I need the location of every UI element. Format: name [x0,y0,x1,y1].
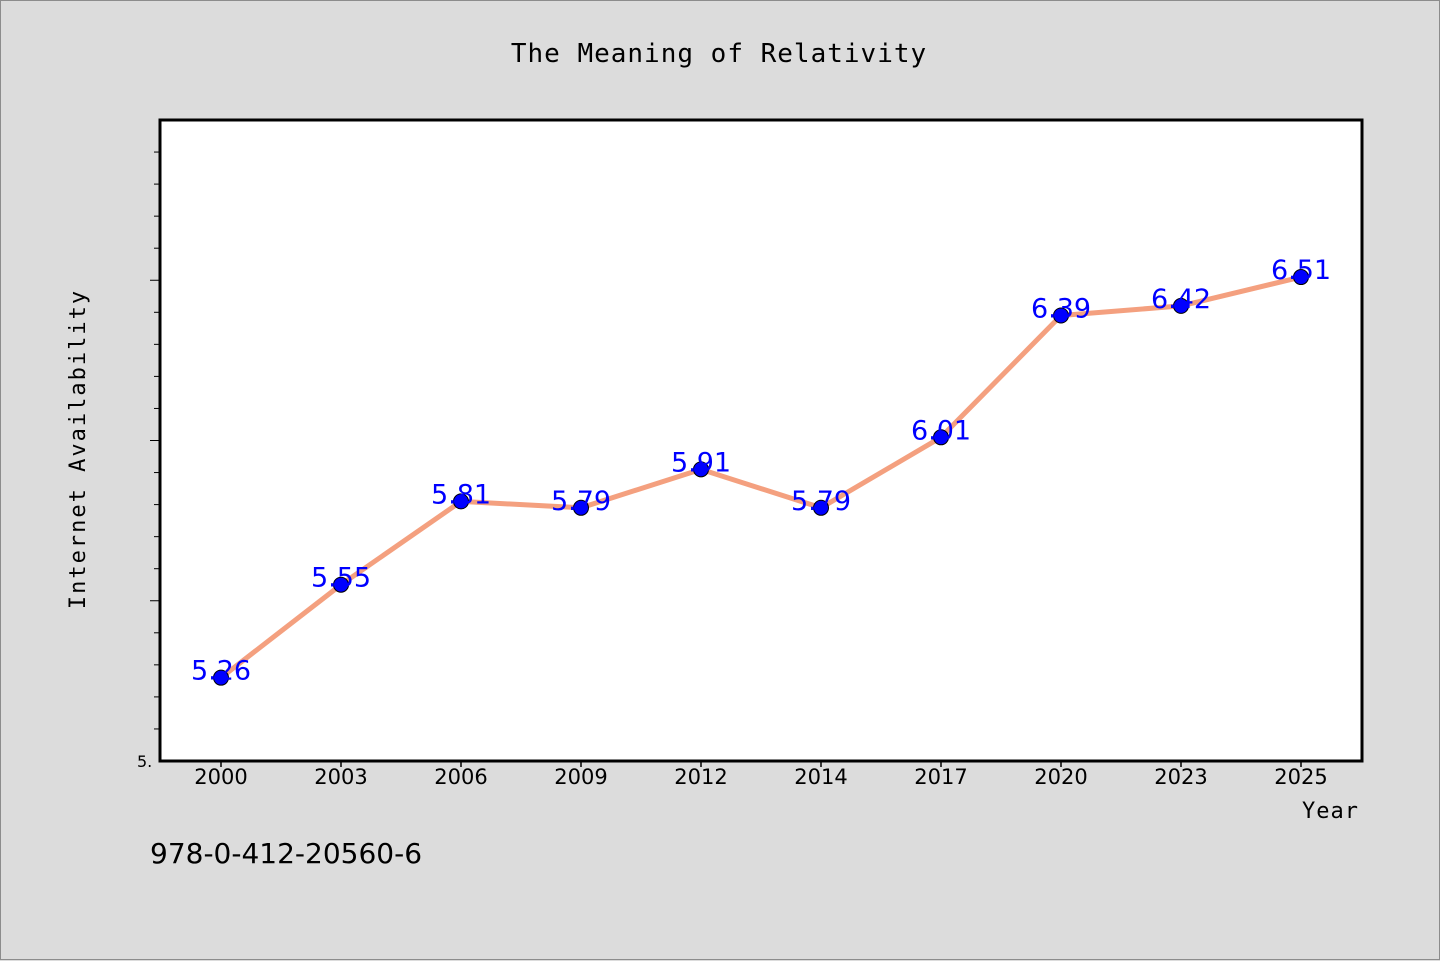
data-label: 5.79 [791,486,851,517]
x-tick-label: 2017 [914,765,967,789]
data-label: 6.51 [1271,255,1331,286]
data-point [453,493,469,510]
data-point [213,669,229,686]
x-axis-tick-labels: 2000 2003 2006 2009 2012 2014 2017 2020 2023 2025 [194,765,1327,789]
data-labels: 5.26 5.55 5.81 5.79 5.91 5.79 6.01 6.39 6.42 6.51 [191,255,1331,687]
y-axis-label: Internet Availability [66,289,91,609]
data-point [573,499,589,516]
data-point [933,429,949,446]
x-tick-label: 2000 [194,765,247,789]
x-tick-label: 2014 [794,765,847,789]
x-tick-label: 2003 [314,765,367,789]
x-axis-label: Year [1302,799,1359,824]
data-label: 5.26 [191,656,251,687]
data-label: 6.42 [1151,284,1211,315]
data-point [1053,307,1069,324]
x-tick-label: 2006 [434,765,487,789]
x-axis-ticks [220,761,1302,767]
x-tick-label: 2023 [1154,765,1207,789]
data-label: 5.91 [671,447,731,478]
x-tick-label: 2009 [554,765,607,789]
data-point [1293,269,1309,286]
data-point [333,576,349,593]
y-axis-ticks [150,151,160,730]
data-label: 5.79 [551,486,611,517]
data-label: 5.55 [311,563,371,594]
data-point [813,499,829,516]
y-tick-label: 5. [137,752,152,771]
data-markers [213,269,1309,686]
data-label: 6.01 [911,415,971,446]
x-tick-label: 2020 [1034,765,1087,789]
series-line [218,274,1304,681]
x-tick-label: 2025 [1274,765,1327,789]
data-label: 5.81 [431,479,491,510]
series-line-group [218,274,1304,681]
data-point [1173,297,1189,314]
data-label: 6.39 [1031,294,1091,325]
x-tick-label: 2012 [674,765,727,789]
data-point [693,461,709,478]
chart-title: The Meaning of Relativity [511,39,927,69]
plot-area [158,118,1364,763]
isbn-text: 978-0-412-20560-6 [150,837,422,870]
